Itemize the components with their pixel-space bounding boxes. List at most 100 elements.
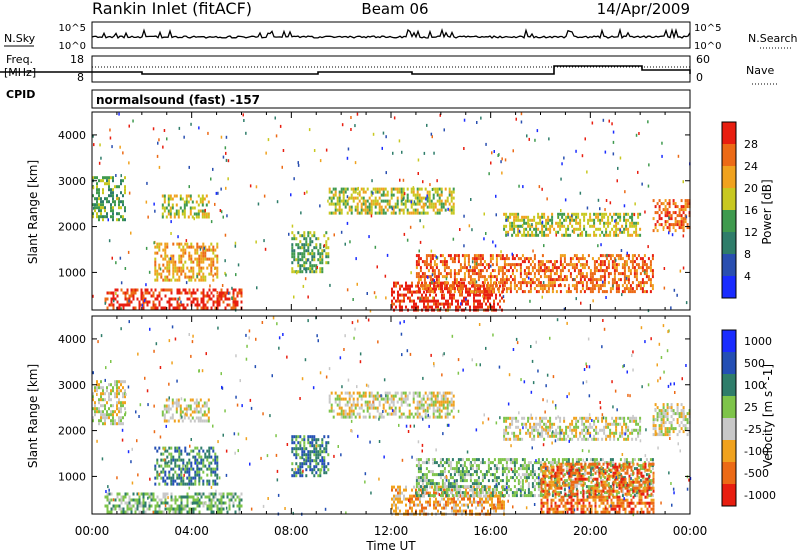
heatmap-cell	[433, 254, 436, 258]
heatmap-cell	[174, 495, 177, 499]
heatmap-cell	[589, 218, 592, 222]
heatmap-cell	[360, 196, 363, 200]
heatmap-cell	[449, 497, 451, 501]
heatmap-cell	[537, 278, 540, 282]
heatmap-cell	[505, 290, 508, 294]
heatmap-cell	[548, 137, 550, 141]
heatmap-cell	[118, 419, 120, 423]
heatmap-cell	[605, 269, 608, 273]
heatmap-cell	[98, 401, 100, 405]
heatmap-cell	[409, 284, 411, 288]
heatmap-cell	[481, 254, 484, 258]
heatmap-cell	[513, 278, 516, 282]
heatmap-cell	[114, 185, 116, 189]
heatmap-cell	[204, 455, 207, 459]
heatmap-cell	[535, 224, 538, 228]
heatmap-cell	[473, 260, 476, 264]
heatmap-cell	[116, 504, 119, 508]
heatmap-cell	[501, 281, 504, 285]
heatmap-cell	[158, 464, 161, 468]
heatmap-cell	[499, 503, 501, 507]
heatmap-cell	[412, 415, 415, 419]
heatmap-cell	[469, 467, 472, 471]
heatmap-cell	[437, 305, 439, 309]
heatmap-cell	[295, 450, 298, 454]
heatmap-cell	[323, 249, 326, 253]
heatmap-cell	[676, 293, 678, 297]
heatmap-cell	[222, 294, 225, 298]
heatmap-cell	[340, 187, 343, 191]
heatmap-cell	[348, 394, 351, 398]
heatmap-cell	[328, 202, 331, 206]
heatmap-cell	[100, 413, 102, 417]
heatmap-cell	[297, 258, 300, 262]
heatmap-cell	[473, 299, 475, 303]
heatmap-cell	[591, 284, 594, 288]
heatmap-cell	[372, 132, 375, 136]
heatmap-cell	[224, 146, 227, 150]
heatmap-cell	[323, 471, 326, 475]
heatmap-cell	[160, 476, 163, 480]
heatmap-cell	[631, 233, 634, 237]
heatmap-cell	[421, 296, 423, 300]
heatmap-cell	[433, 482, 436, 486]
heatmap-cell	[96, 386, 98, 390]
heatmap-cell	[436, 406, 439, 410]
heatmap-cell	[595, 266, 598, 270]
heatmap-cell	[160, 470, 163, 474]
heatmap-cell	[481, 275, 484, 279]
heatmap-cell	[481, 506, 483, 510]
heatmap-cell	[429, 290, 432, 294]
heatmap-cell	[222, 291, 225, 295]
heatmap-cell	[432, 403, 435, 407]
heatmap-cell	[192, 291, 195, 295]
heatmap-cell	[424, 391, 427, 395]
heatmap-cell	[533, 266, 536, 270]
heatmap-cell	[617, 233, 620, 237]
heatmap-cell	[543, 269, 546, 273]
heatmap-cell	[441, 482, 444, 486]
heatmap-cell	[158, 272, 161, 276]
heatmap-cell	[116, 288, 119, 292]
heatmap-cell	[425, 275, 428, 279]
heatmap-cell	[647, 278, 650, 282]
heatmap-cell	[477, 293, 479, 297]
heatmap-cell	[319, 459, 322, 463]
heatmap-cell	[163, 407, 166, 411]
heatmap-cell	[381, 146, 383, 150]
heatmap-cell	[485, 296, 487, 300]
heatmap-cell	[519, 257, 522, 261]
heatmap-cell	[160, 242, 163, 246]
heatmap-cell	[461, 491, 464, 495]
heatmap-cell	[663, 267, 666, 270]
heatmap-cell	[293, 252, 296, 256]
heatmap-cell	[593, 212, 596, 216]
heatmap-cell	[108, 383, 110, 387]
heatmap-cell	[645, 275, 648, 279]
heatmap-cell	[118, 386, 120, 390]
heatmap-cell	[440, 409, 443, 413]
heatmap-cell	[679, 269, 682, 273]
heatmap-cell	[132, 492, 135, 496]
heatmap-cell	[116, 389, 118, 393]
heatmap-cell	[422, 225, 425, 229]
heatmap-cell	[112, 215, 114, 219]
nsky-label: N.Sky	[4, 32, 36, 45]
heatmap-cell	[202, 275, 205, 279]
heatmap-cell	[108, 395, 110, 399]
heatmap-cell	[447, 479, 450, 483]
heatmap-cell	[360, 205, 363, 209]
heatmap-cell	[419, 284, 422, 288]
heatmap-cell	[441, 491, 444, 495]
heatmap-cell	[519, 281, 522, 285]
heatmap-cell	[214, 202, 216, 206]
heatmap-cell	[344, 242, 346, 246]
heatmap-cell	[321, 438, 324, 442]
heatmap-cell	[515, 224, 518, 228]
heatmap-cell	[428, 415, 431, 419]
heatmap-cell	[257, 202, 260, 206]
heatmap-cell	[459, 479, 462, 483]
heatmap-cell	[617, 254, 620, 258]
heatmap-cell	[453, 254, 456, 258]
heatmap-cell	[210, 510, 213, 514]
